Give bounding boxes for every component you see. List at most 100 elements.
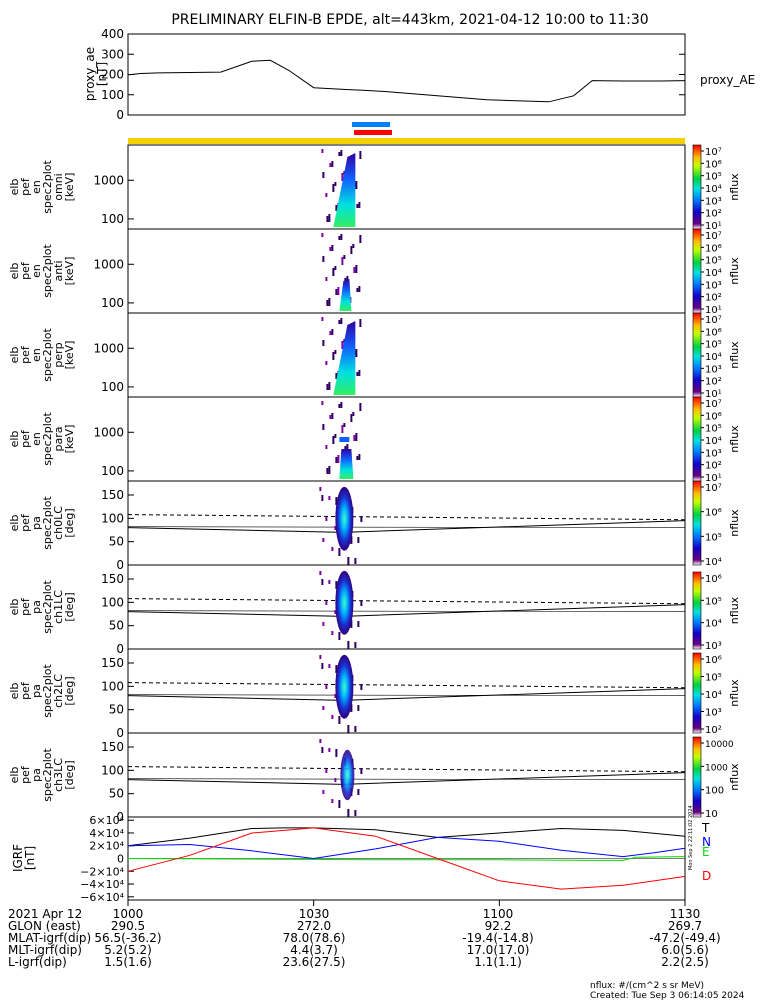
spectrogram-pixel (334, 778, 337, 782)
panel-ylabel-line: en (30, 432, 43, 446)
spectrogram-pixel (353, 267, 356, 273)
spectrogram-pixel (347, 557, 350, 565)
colorbar-label: nflux (728, 341, 741, 369)
spectrogram-pixel (326, 468, 329, 474)
igrf-ytick-label: 6×10⁴ (89, 814, 124, 827)
spectrogram-pixel (329, 415, 332, 419)
spectrogram-pixel (335, 205, 338, 211)
panel-ylabel-line: spec2plot (41, 412, 54, 466)
spectrogram-pixel (356, 456, 359, 460)
igrf-ytick-label: 4×10⁴ (89, 827, 124, 840)
panel-ylabel-line: elb (8, 515, 21, 532)
spectrogram-pixel (321, 495, 324, 501)
panel-ylabel-line: elb (8, 767, 21, 784)
xaxis-value: 5.2(5.2) (104, 943, 152, 957)
ae-ytick-label: 100 (101, 88, 124, 102)
spectrogram-pixel (337, 455, 340, 463)
proxy-ae-panel: 400 300 200 100 0 proxy_AE proxy_ae[nT] (83, 27, 755, 122)
spectrogram-pixel (357, 621, 360, 627)
spectrogram-pixel (354, 642, 357, 648)
ae-ylabel-line: [nT] (95, 62, 109, 86)
spectrogram-pixel (328, 382, 331, 390)
spectrogram-pixel (321, 579, 324, 585)
panel-ylabel-line: pef (19, 765, 32, 784)
spectrogram-pixel (322, 424, 325, 430)
colorbar-tick-label: 10⁴ (705, 557, 722, 568)
spectrogram-pixel (331, 631, 334, 635)
ytick-label: 100 (101, 380, 124, 394)
spectrogram-pixel (325, 193, 328, 197)
ae-ytick-label: 400 (101, 27, 124, 41)
spectrogram-pixel (353, 435, 356, 441)
spectrogram-pixel (340, 402, 343, 408)
created-footnote: Created: Tue Sep 3 06:14:05 2024 (590, 991, 745, 1000)
spectrogram-pixel (331, 715, 334, 719)
spectrogram-pixel (319, 655, 322, 659)
flux-region (333, 321, 356, 395)
spectrogram-pixel (338, 236, 341, 240)
colorbar-tick-label: 10³ (705, 280, 722, 291)
xaxis-value: 272.0 (297, 919, 331, 933)
colorbar (692, 396, 702, 482)
ytick-label: 1000 (93, 257, 124, 271)
spectrogram-pixel (322, 340, 325, 346)
spectrogram-pixel (322, 172, 325, 178)
spectrogram-pixel (358, 202, 361, 208)
panel-ylabel-line: elb (8, 179, 21, 196)
spectrogram-pixel (334, 434, 337, 438)
spectrogram-pixel (356, 204, 359, 208)
spectrogram-pixel (329, 247, 332, 251)
xaxis-row-label: L-igrf(dip) (8, 955, 67, 969)
colorbar-tick-label: 10⁶ (705, 327, 722, 338)
spectrogram-pixel (357, 537, 360, 543)
spectrogram-pixel (329, 331, 332, 335)
proxy-ae-series-label: proxy_AE (700, 73, 755, 87)
flux-region (333, 153, 356, 227)
time-axis-annotations: 2021 Apr 12 1000 1030 1100 1130 GLON (east) 29… (8, 900, 721, 969)
flux-region (339, 449, 354, 479)
colorbar-tick-label: 10⁵ (705, 532, 722, 543)
spectrogram-pixel (350, 536, 353, 544)
spectrogram-pixel (332, 184, 335, 192)
spectrogram-pixel (337, 287, 340, 295)
panel-ylabel-line: [deg] (63, 508, 76, 537)
ytick-label: 50 (109, 787, 124, 801)
spectrogram-pixel (360, 516, 363, 522)
spectrogram-pixel (338, 548, 341, 556)
ytick-label: 100 (101, 464, 124, 478)
igrf-ytick-label: 2×10⁴ (89, 840, 124, 853)
igrf-legend-T: T (701, 821, 710, 835)
spectrogram-pixel (347, 809, 350, 817)
colorbar-tick-label: 1000 (705, 763, 728, 773)
spectrogram-pixel (332, 436, 335, 444)
panel-ylabel-line: ch1LC (52, 590, 65, 624)
colorbar-tick-label: 10² (705, 293, 722, 304)
colorbar (692, 652, 702, 734)
spectrogram-pixel (331, 547, 334, 551)
colorbar-tick-label: 10⁵ (705, 596, 722, 607)
flux-region (335, 654, 354, 719)
igrf-series-T (127, 827, 686, 847)
spectrogram-pixel (331, 329, 334, 335)
colorbar-tick-label: 10⁷ (705, 231, 722, 242)
colorbar-tick-label: 10⁷ (705, 483, 722, 494)
spectrogram-pixel (328, 466, 331, 474)
xaxis-value: 56.5(-36.2) (94, 931, 161, 945)
xaxis-value: -47.2(-49.4) (649, 931, 720, 945)
spectrogram-pixel (328, 748, 331, 752)
panel-ylabel-line: spec2plot (41, 244, 54, 298)
spectrogram-pixel (326, 384, 329, 390)
ytick-label: 1000 (93, 341, 124, 355)
spectrogram-pixel (321, 149, 324, 153)
spectrogram-pixel (354, 810, 357, 816)
spectrogram-pixel (343, 255, 346, 259)
colorbar-tick-label: 10³ (705, 196, 722, 207)
reference-line (127, 694, 686, 696)
colorbar (692, 312, 702, 398)
ytick-label: 0 (116, 810, 124, 824)
colorbar-tick-label: 10⁶ (705, 574, 722, 585)
spectrogram-pixel (338, 320, 341, 324)
